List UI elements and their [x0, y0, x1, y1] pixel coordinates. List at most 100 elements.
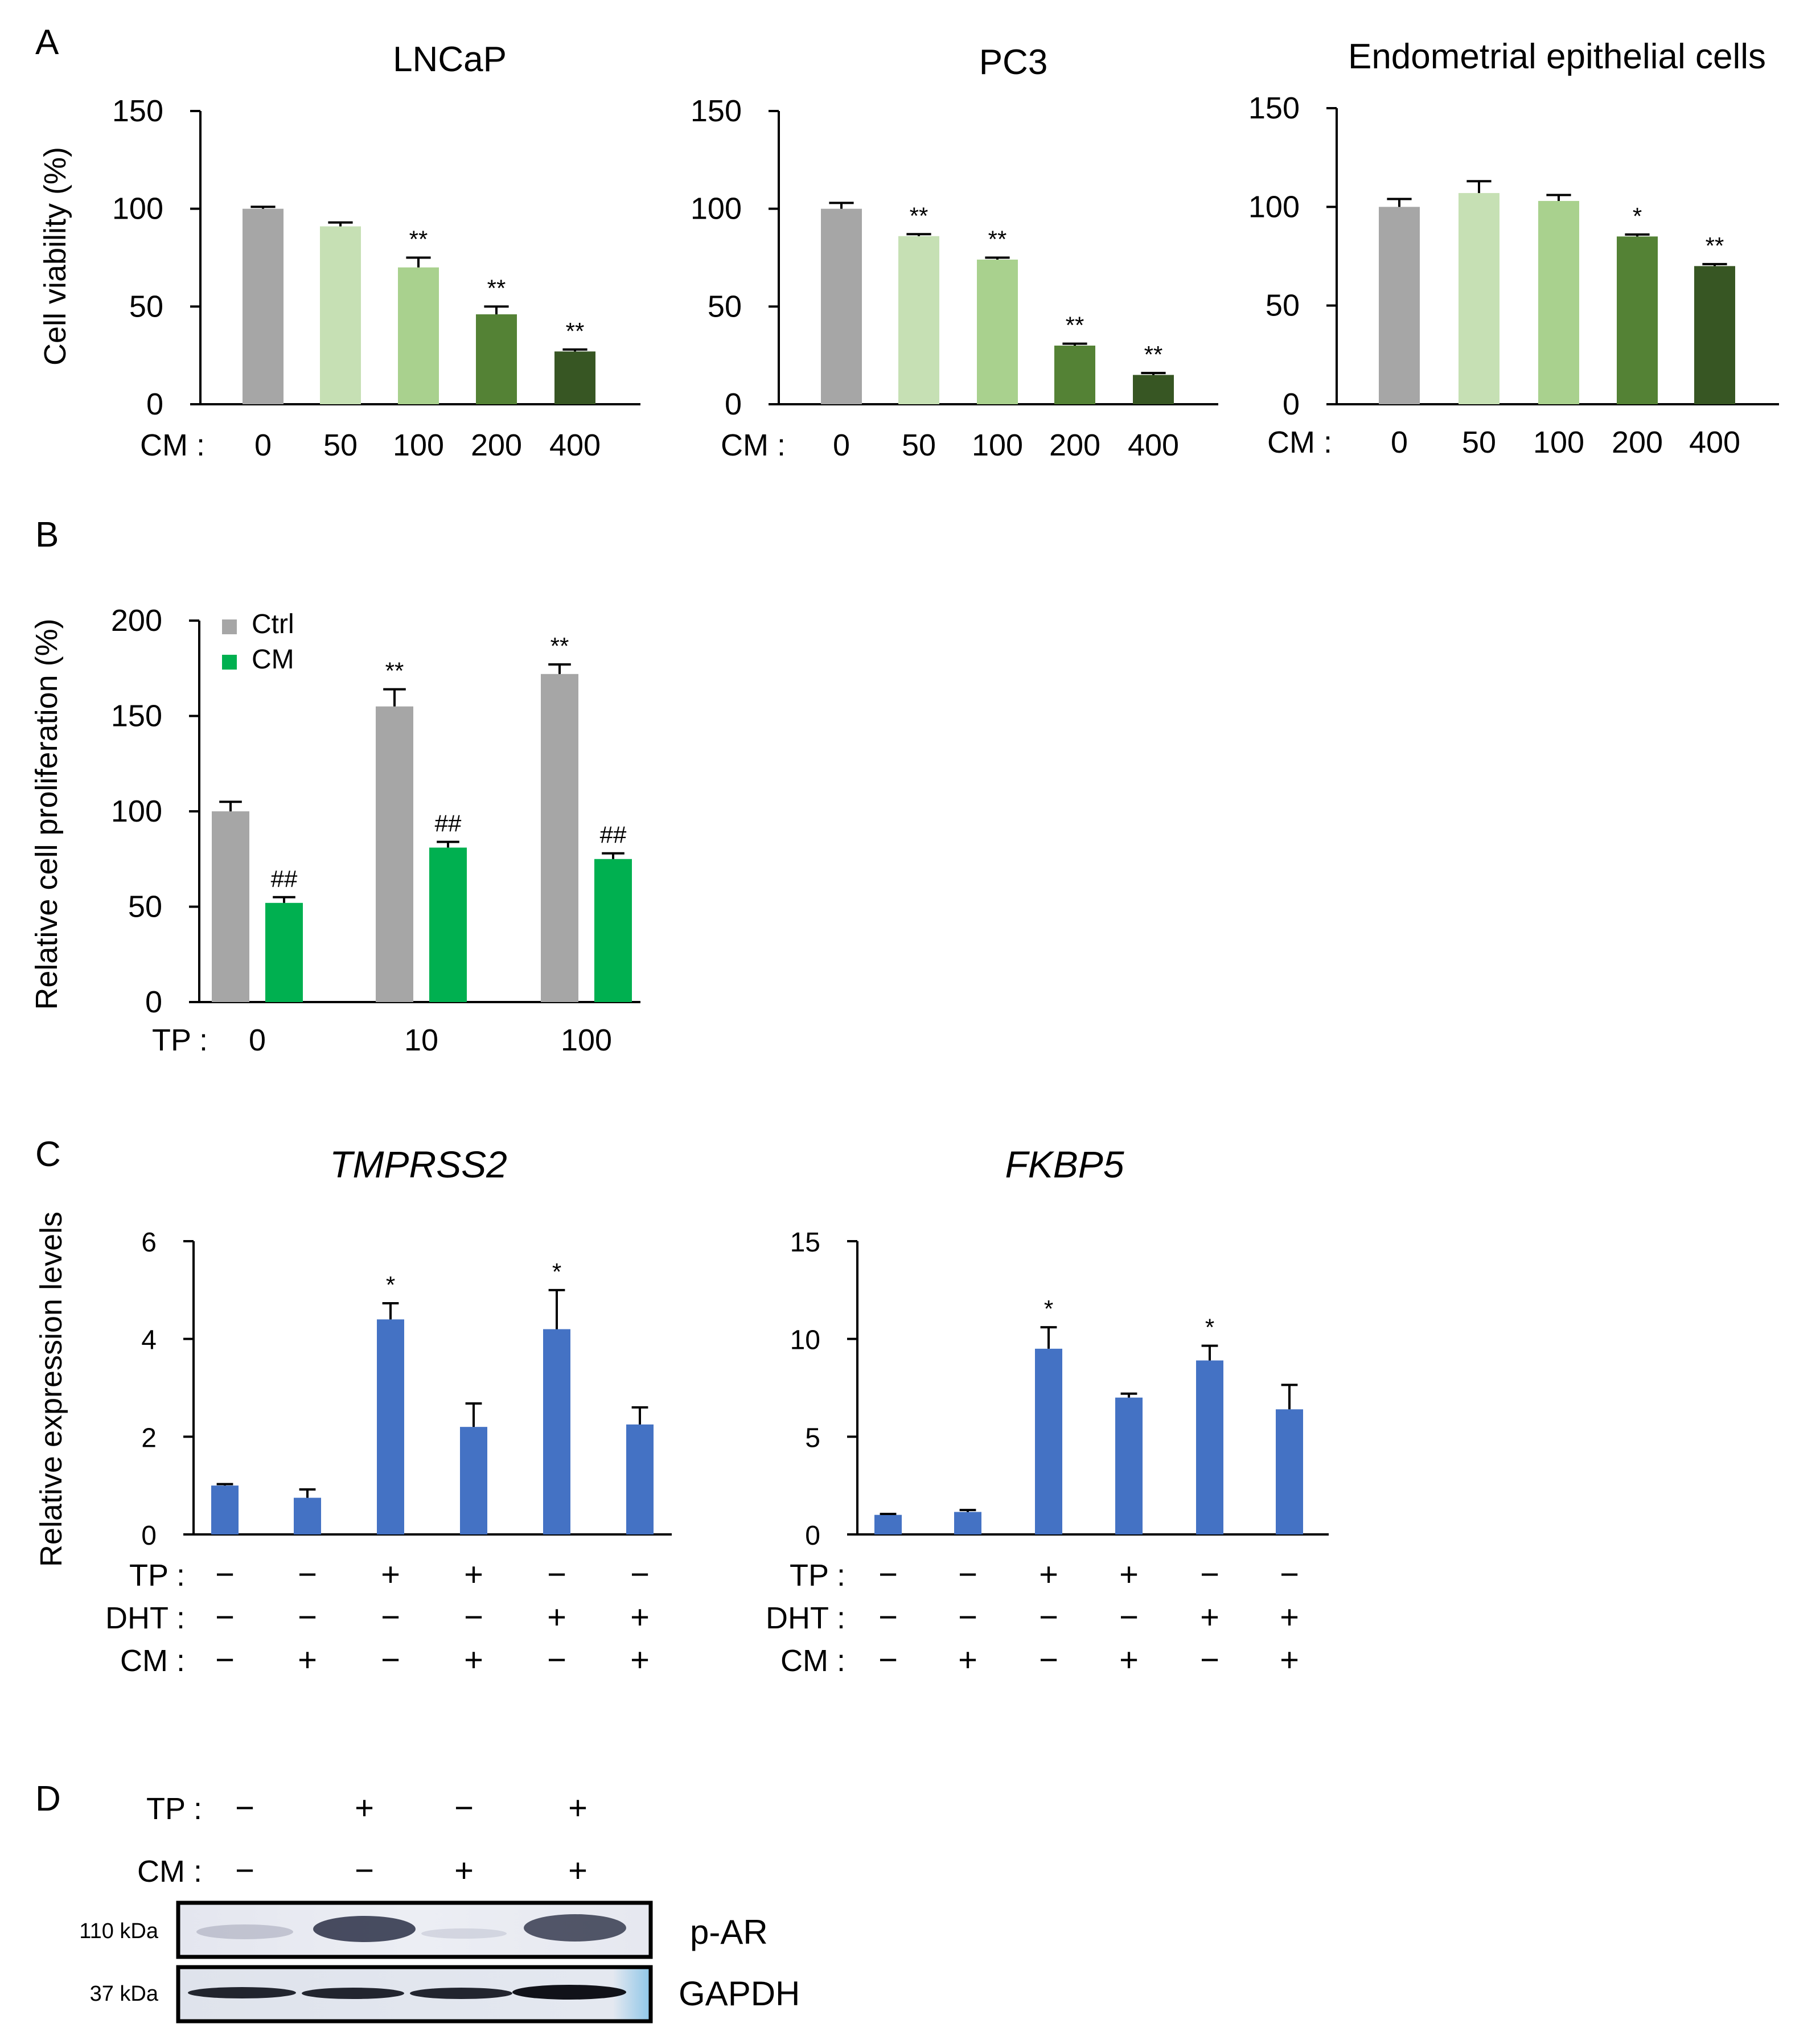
y-tick-label: 200 [111, 604, 162, 638]
condition-symbol: − [215, 1599, 235, 1636]
condition-symbol: + [381, 1556, 400, 1593]
wb-condition-symbol: + [355, 1789, 374, 1827]
bar [1054, 346, 1095, 404]
condition-symbol: + [298, 1641, 317, 1678]
legend-label: Ctrl [252, 609, 294, 639]
condition-row-label: DHT : [105, 1601, 185, 1635]
bar [594, 859, 632, 1002]
condition-row-label: CM : [120, 1644, 185, 1678]
bar [376, 706, 413, 1002]
bar [874, 1514, 902, 1534]
y-tick-label: 150 [1248, 91, 1300, 125]
bar [460, 1427, 487, 1534]
x-category-label: 100 [393, 428, 444, 462]
x-row-label: CM : [1267, 425, 1332, 459]
significance-mark: ** [487, 274, 506, 301]
chart-title: LNCaP [393, 40, 507, 79]
chart-title: Endometrial epithelial cells [1348, 37, 1766, 76]
significance-mark: * [552, 1258, 561, 1285]
bar [294, 1497, 321, 1534]
condition-symbol: + [1280, 1641, 1299, 1678]
condition-row-label: TP : [790, 1558, 845, 1592]
x-category-label: 200 [471, 428, 522, 462]
x-category-label: 10 [404, 1023, 438, 1057]
condition-symbol: − [878, 1641, 898, 1678]
condition-symbol: + [1119, 1641, 1139, 1678]
y-tick-label: 50 [128, 890, 162, 924]
y-tick-label: 100 [691, 192, 742, 226]
significance-mark: * [386, 1271, 395, 1298]
y-tick-label: 150 [691, 94, 742, 128]
significance-mark: ## [271, 865, 298, 892]
wb-row-label-tp: TP : [146, 1792, 202, 1826]
condition-symbol: − [298, 1556, 317, 1593]
condition-symbol: − [215, 1556, 235, 1593]
significance-mark: * [1044, 1295, 1053, 1322]
significance-mark: ** [1144, 341, 1163, 368]
significance-mark: ## [435, 810, 462, 837]
y-tick-label: 5 [805, 1423, 820, 1453]
condition-symbol: + [630, 1641, 650, 1678]
x-category-label: 0 [254, 428, 272, 462]
x-category-label: 50 [323, 428, 358, 462]
band-gapdh-lane-4 [512, 1985, 626, 2000]
chart-pc3: 0 50 100 150 PC3 ** ** ** ** 0 50 100 200 400 CM : [691, 43, 1218, 462]
band-p-ar-lane-3 [421, 1928, 507, 1939]
condition-symbol: + [547, 1599, 566, 1636]
wb-condition-symbol: + [454, 1852, 474, 1889]
y-tick-label: 100 [112, 192, 163, 226]
wb-symbols: − + − + − − + + [235, 1789, 588, 1889]
condition-row-label: CM : [780, 1644, 845, 1678]
y-axis-label: Relative expression levels [34, 1212, 68, 1567]
condition-symbol: + [1280, 1599, 1299, 1636]
bar [541, 674, 578, 1002]
y-axis-label: Cell viability (%) [38, 147, 72, 366]
bar [898, 236, 939, 404]
wb-condition-symbol: − [355, 1852, 374, 1889]
bar [1196, 1360, 1223, 1534]
condition-row-label: TP : [129, 1558, 185, 1592]
bar [476, 314, 517, 404]
condition-symbol: + [958, 1641, 977, 1678]
panel-letter-c: C [35, 1135, 61, 1174]
band-p-ar-lane-4 [524, 1914, 626, 1942]
significance-mark: ** [1066, 312, 1084, 339]
x-category-label: 100 [1533, 425, 1584, 459]
bar [1694, 266, 1735, 404]
condition-symbol: − [1280, 1556, 1299, 1593]
blot-p-ar: 110 kDa p-AR [79, 1901, 768, 1959]
bar [554, 351, 595, 404]
condition-symbol: − [298, 1599, 317, 1636]
y-tick-label: 100 [111, 794, 162, 828]
condition-symbol: + [464, 1556, 483, 1593]
chart-title: PC3 [979, 43, 1048, 82]
y-tick-label: 2 [141, 1423, 157, 1453]
blot-kda-p-ar: 110 kDa [79, 1919, 159, 1943]
bar [1133, 375, 1174, 404]
condition-symbol: − [878, 1599, 898, 1636]
blot-name-p-ar: p-AR [690, 1913, 768, 1951]
condition-symbol: − [547, 1556, 566, 1593]
x-category-label: 200 [1612, 425, 1663, 459]
y-tick-label: 150 [111, 699, 162, 733]
condition-symbol: − [1039, 1599, 1058, 1636]
condition-symbol: − [1119, 1599, 1139, 1636]
x-category-label: 400 [1128, 428, 1179, 462]
blot-kda-gapdh: 37 kDa [90, 1982, 159, 2006]
band-p-ar-lane-1 [196, 1924, 293, 1939]
wb-condition-symbol: − [235, 1852, 254, 1889]
x-row-label: CM : [721, 428, 786, 462]
condition-symbol: − [464, 1599, 483, 1636]
chart-title: TMPRSS2 [330, 1143, 507, 1185]
y-tick-label: 0 [146, 387, 163, 421]
y-tick-label: 4 [141, 1325, 157, 1356]
bar [429, 847, 467, 1002]
y-tick-label: 0 [1283, 387, 1300, 421]
condition-symbol: − [547, 1641, 566, 1678]
bar [265, 902, 303, 1002]
wb-condition-symbol: − [235, 1789, 254, 1827]
panel-letter-a: A [35, 23, 59, 62]
y-axis-label: Relative cell proliferation (%) [30, 618, 64, 1009]
